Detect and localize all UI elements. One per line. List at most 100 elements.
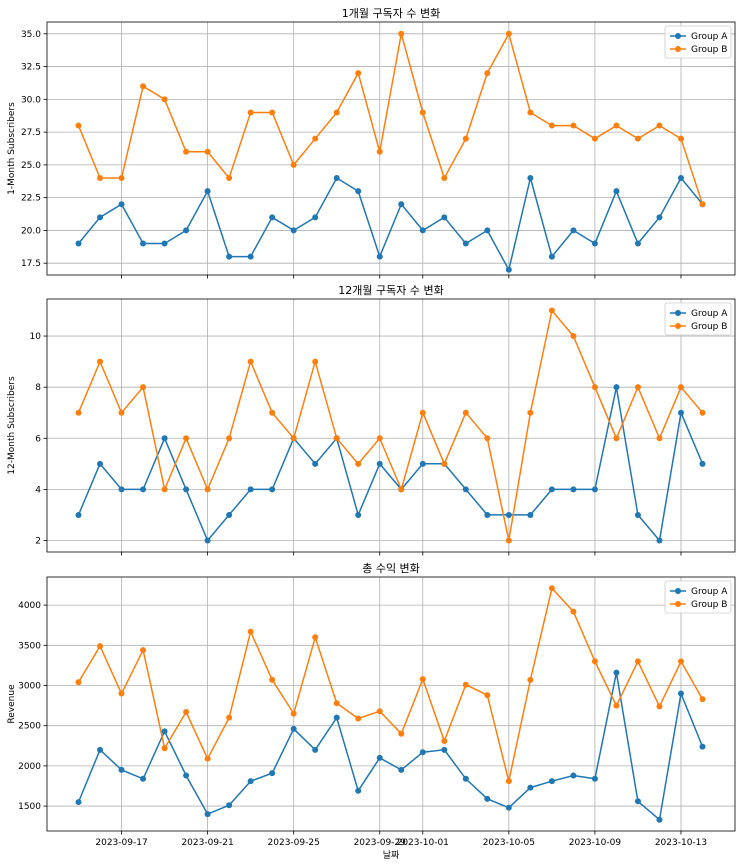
data-point [548,778,555,785]
legend-swatch-marker [675,601,681,607]
data-point [312,214,319,221]
data-point [75,122,82,129]
data-point [312,746,319,753]
data-point [140,83,147,90]
data-point [204,486,211,493]
data-point [505,511,512,518]
x-tick-label: 2023-10-05 [483,838,535,848]
y-tick-label: 3500 [18,641,41,651]
data-point [269,486,276,493]
y-tick-label: 20.0 [21,226,41,236]
data-point [118,409,125,416]
data-point [699,409,706,416]
data-point [656,435,663,442]
legend-label: Group B [691,322,727,332]
y-tick-label: 25.0 [21,161,41,171]
data-point [183,709,190,716]
data-point [570,608,577,615]
data-point [591,240,598,247]
data-point [591,135,598,142]
data-point [118,174,125,181]
data-point [548,122,555,129]
data-point [677,384,684,391]
data-point [484,795,491,802]
legend-label: Group A [691,309,728,319]
data-point [355,460,362,467]
y-tick-label: 17.5 [21,259,41,269]
y-tick-label: 1500 [18,802,41,812]
data-point [505,30,512,37]
data-point [226,435,233,442]
x-tick-label: 2023-09-25 [268,838,320,848]
data-point [290,710,297,717]
data-point [97,746,104,753]
data-point [527,676,534,683]
data-point [527,511,534,518]
data-point [419,676,426,683]
data-point [290,725,297,732]
data-point [183,227,190,234]
y-tick-label: 30.0 [21,95,41,105]
data-point [484,692,491,699]
data-point [355,787,362,794]
data-point [355,715,362,722]
data-point [656,122,663,129]
data-point [634,511,641,518]
data-point [656,703,663,710]
x-tick-label: 2023-09-17 [95,838,147,848]
data-point [462,681,469,688]
data-point [161,96,168,103]
data-point [570,333,577,340]
data-point [290,435,297,442]
data-point [355,511,362,518]
data-point [75,511,82,518]
data-point [269,770,276,777]
data-point [441,737,448,744]
data-point [269,109,276,116]
data-point [355,188,362,195]
data-point [247,486,254,493]
x-tick-label: 2023-10-13 [655,838,707,848]
data-point [140,384,147,391]
data-point [613,188,620,195]
series-line-group-b [77,586,704,782]
data-point [462,775,469,782]
data-point [333,174,340,181]
data-point [161,240,168,247]
data-point [333,714,340,721]
data-point [333,435,340,442]
y-tick-label: 4 [35,485,41,495]
data-point [290,161,297,168]
series-line-group-a [77,176,704,272]
data-point [570,122,577,129]
data-point [634,658,641,665]
data-point [312,634,319,641]
data-point [419,749,426,756]
data-point [140,486,147,493]
data-point [290,227,297,234]
data-point [462,240,469,247]
data-point [118,766,125,773]
y-tick-label: 8 [35,383,41,393]
legend-box [664,25,732,59]
data-point [247,358,254,365]
data-point [548,585,555,592]
y-tick-label: 35.0 [21,30,41,40]
plot-frame [46,576,736,832]
data-point [75,799,82,806]
data-point [161,728,168,735]
data-point [376,435,383,442]
data-point [333,109,340,116]
data-point [247,778,254,785]
data-point [269,409,276,416]
legend-swatch-marker [675,323,681,329]
data-point [656,816,663,823]
data-point [699,696,706,703]
data-point [462,486,469,493]
x-axis-label: 날짜 [383,850,400,861]
data-point [398,30,405,37]
x-tick-label: 2023-09-29 [354,838,407,848]
data-point [183,772,190,779]
data-point [161,435,168,442]
data-point [677,658,684,665]
